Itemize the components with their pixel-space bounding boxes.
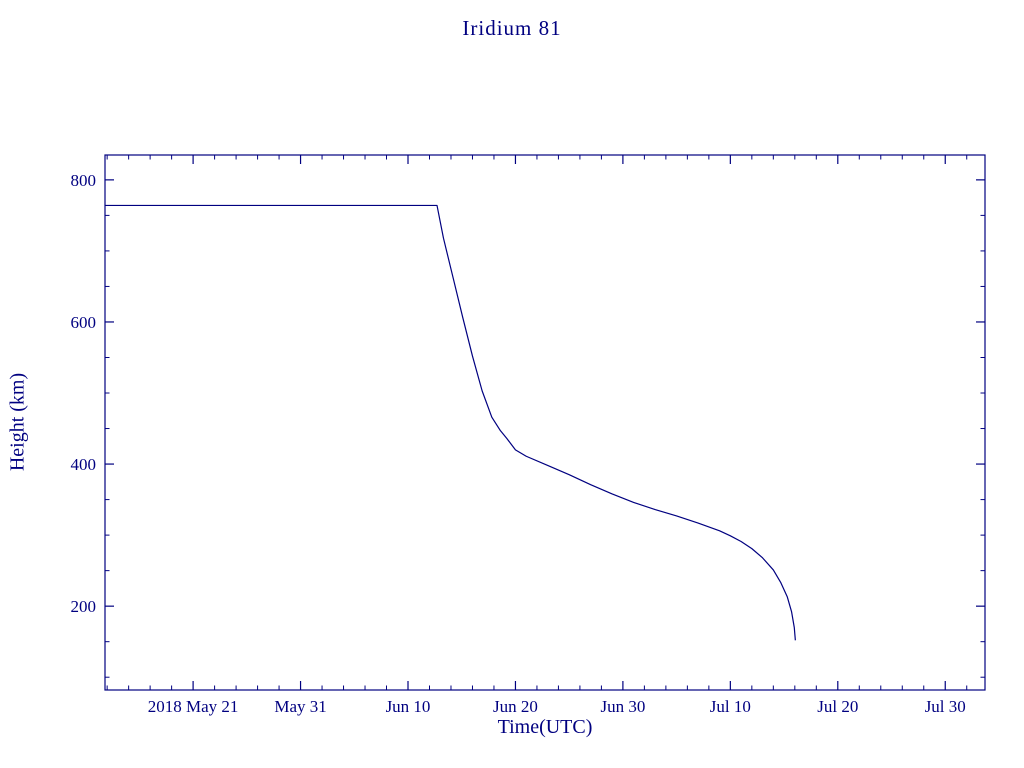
y-tick-label: 800	[71, 171, 97, 190]
y-tick-label: 600	[71, 313, 97, 332]
x-tick-label: Jun 20	[493, 697, 538, 716]
plot-frame	[104, 154, 986, 691]
x-tick-label: Jul 20	[817, 697, 858, 716]
x-tick-label: May 31	[274, 697, 326, 716]
x-tick-label: Jul 30	[925, 697, 966, 716]
x-tick-label: 2018 May 21	[148, 697, 239, 716]
x-tick-label: Jul 10	[710, 697, 751, 716]
decay-line	[105, 204, 796, 641]
x-axis-label: Time(UTC)	[497, 716, 593, 738]
chart-title: Iridium 81	[462, 16, 562, 40]
x-tick-label: Jun 10	[386, 697, 431, 716]
y-axis-label: Height (km)	[6, 372, 29, 472]
y-tick-label: 200	[71, 597, 97, 616]
x-tick-label: Jun 30	[600, 697, 645, 716]
y-tick-label: 400	[71, 455, 97, 474]
